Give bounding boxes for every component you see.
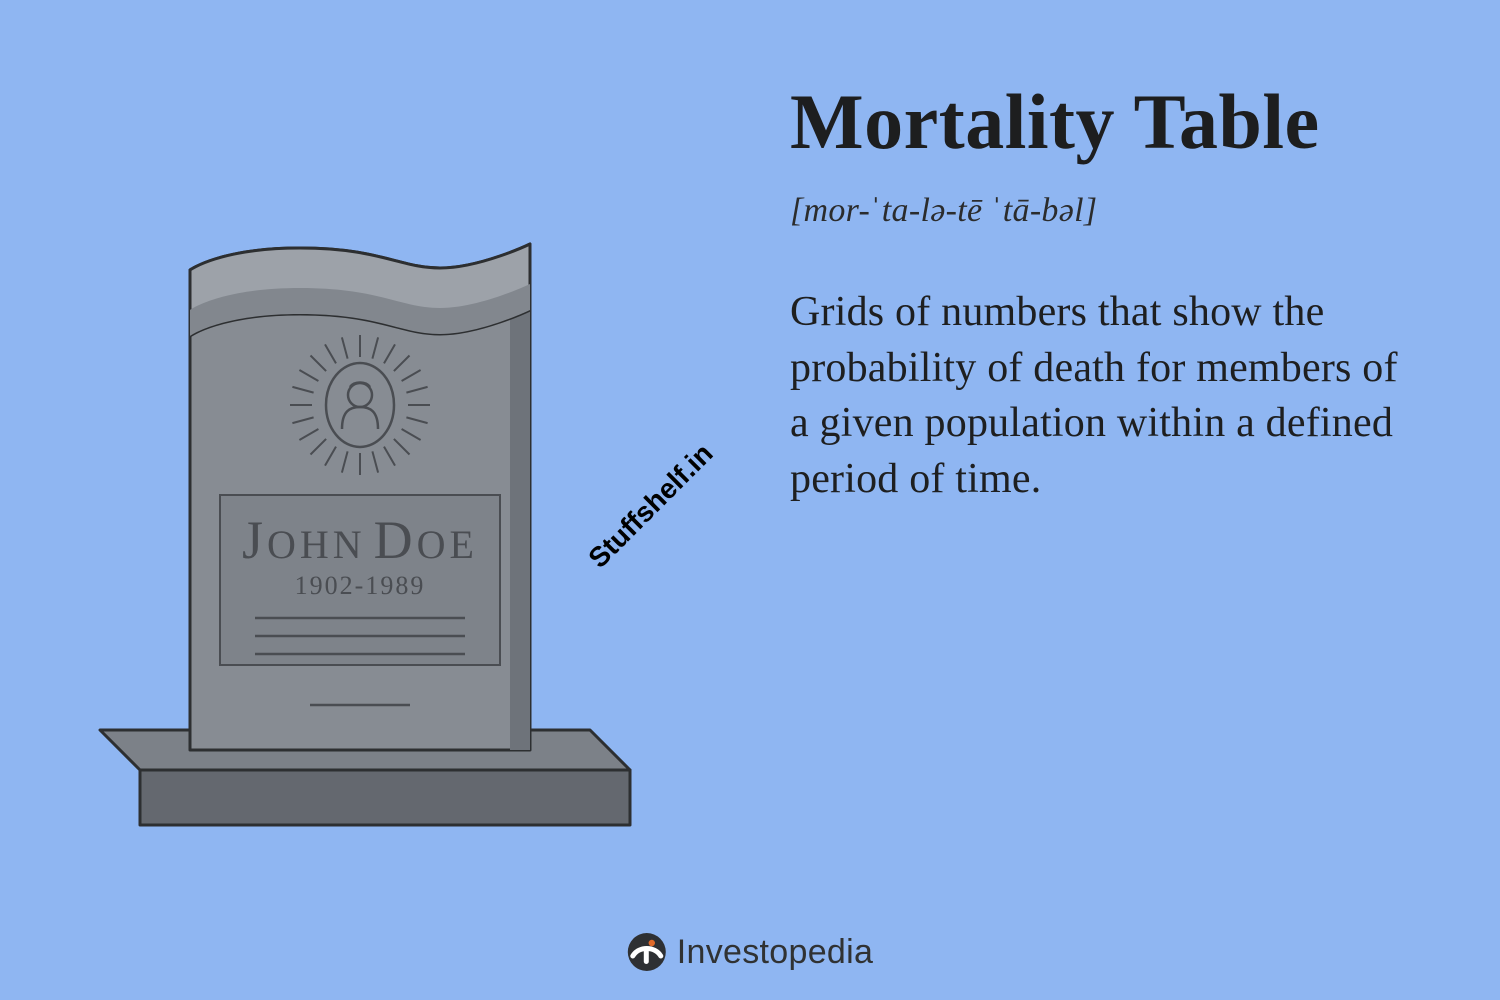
tombstone-svg: JOHN DOE 1902-1989 [70, 160, 650, 840]
term-definition: Grids of numbers that show the probabili… [790, 285, 1410, 507]
tombstone-illustration: JOHN DOE 1902-1989 [70, 160, 650, 840]
brand-name: Investopedia [677, 933, 873, 972]
brand-logo-icon [627, 932, 667, 972]
term-pronunciation: [mor-ˈta-lə-tē ˈtā-bəl] [790, 192, 1410, 230]
svg-text:1902-1989: 1902-1989 [295, 571, 426, 600]
infographic-canvas: JOHN DOE 1902-1989 Mortality Table [mor-… [0, 0, 1500, 1000]
definition-block: Mortality Table [mor-ˈta-lə-tē ˈtā-bəl] … [790, 80, 1410, 507]
term-title: Mortality Table [790, 80, 1410, 164]
brand-footer: Investopedia [627, 932, 873, 972]
